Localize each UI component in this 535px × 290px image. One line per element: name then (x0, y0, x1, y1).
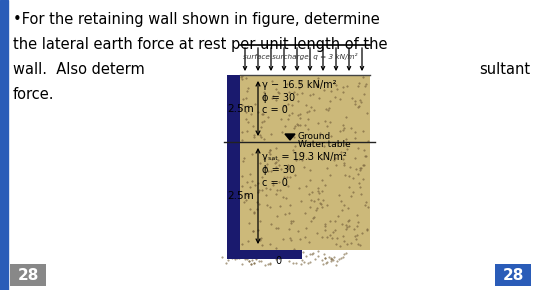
Text: γₛₐₜ = 19.3 kN/m²: γₛₐₜ = 19.3 kN/m² (262, 152, 347, 162)
Text: 2.5m: 2.5m (227, 104, 254, 113)
Text: ϕ = 30: ϕ = 30 (262, 165, 295, 175)
Text: 28: 28 (17, 267, 39, 282)
Text: •For the retaining wall shown in figure, determine: •For the retaining wall shown in figure,… (13, 12, 380, 27)
Bar (495, 264, 531, 286)
Text: surface surcharge, q = 3 kN/m²: surface surcharge, q = 3 kN/m² (243, 53, 357, 60)
Text: ϕ = 30: ϕ = 30 (262, 93, 295, 103)
Text: c = 0: c = 0 (262, 105, 288, 115)
Text: the lateral earth force at rest per unit length of the: the lateral earth force at rest per unit… (13, 37, 387, 52)
Text: 2.5m: 2.5m (227, 191, 254, 201)
Text: sultant: sultant (479, 62, 530, 77)
Text: force.: force. (13, 87, 55, 102)
Text: Ground: Ground (298, 132, 331, 141)
Bar (240, 142, 370, 250)
Bar (0, 0, 8, 290)
Polygon shape (285, 134, 295, 140)
Text: γ − 16.5 kN/m²: γ − 16.5 kN/m² (262, 80, 337, 90)
Text: wall.  Also determ: wall. Also determ (13, 62, 145, 77)
Text: Water table: Water table (298, 140, 351, 149)
Text: c = 0: c = 0 (262, 178, 288, 188)
Bar (240, 75, 370, 142)
Text: 0: 0 (275, 256, 281, 266)
Bar (10, 264, 46, 286)
Text: 28: 28 (502, 267, 524, 282)
Bar (227, 250, 302, 259)
Bar (227, 75, 240, 250)
